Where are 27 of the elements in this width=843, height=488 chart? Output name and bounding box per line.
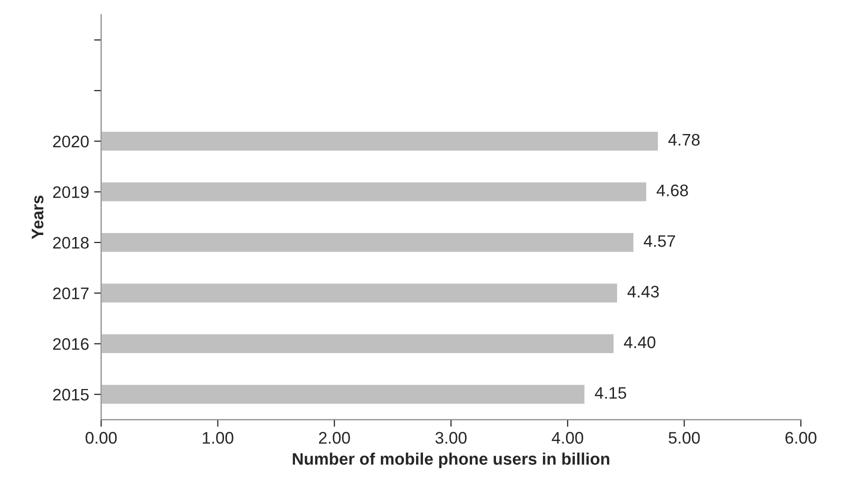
bar <box>101 332 615 355</box>
data-label: 4.40 <box>624 336 656 348</box>
bar <box>101 181 648 203</box>
y-tick-label: 2018 <box>53 236 89 249</box>
x-tick-label: 1.00 <box>202 432 234 444</box>
data-label: 4.43 <box>627 286 659 298</box>
x-tick-label: 2.00 <box>319 432 350 444</box>
x-tick-label: 4.00 <box>552 432 584 444</box>
x-tick-label: 5.00 <box>668 432 700 444</box>
x-tick-label: 6.00 <box>785 432 816 444</box>
data-label: 4.57 <box>644 235 676 247</box>
bar <box>101 282 618 304</box>
bar <box>101 130 660 152</box>
data-label: 4.15 <box>594 387 626 399</box>
bar <box>101 384 586 406</box>
y-tick-label: 2019 <box>53 186 89 198</box>
y-tick-label: 2020 <box>53 136 89 148</box>
y-axis-title: Years <box>32 196 44 240</box>
data-label: 4.68 <box>656 184 688 196</box>
x-axis-title: Number of mobile phone users in billion <box>292 452 610 468</box>
bar <box>101 232 635 254</box>
data-label: 4.78 <box>668 134 700 146</box>
x-tick-label: 3.00 <box>435 432 467 444</box>
y-tick-label: 2017 <box>53 288 89 300</box>
x-tick-label: 0.00 <box>86 432 117 444</box>
y-tick-label: 2016 <box>53 338 89 350</box>
y-tick-label: 2015 <box>53 388 89 401</box>
